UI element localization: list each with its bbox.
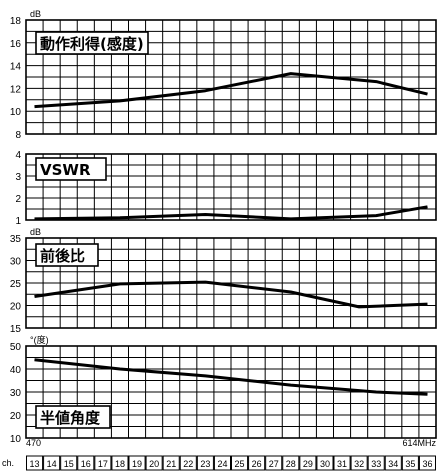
panel-title-box <box>35 243 99 267</box>
frequency-axis: 470 614MHz ch. 13 14 15 16 17 18 19 20 21 22 23 24 2… <box>2 438 436 471</box>
channel-label: 36 <box>422 459 432 469</box>
chart-panel-4: 50 40 30 20 10 °(度) 半値角度 <box>10 334 437 445</box>
y-tick-label: 16 <box>10 39 22 50</box>
panel-title: 動作利得(感度) <box>40 35 144 53</box>
channel-label: 14 <box>47 459 57 469</box>
freq-start-label: 470 <box>26 438 41 448</box>
series-line <box>34 280 428 309</box>
y-tick-label: 2 <box>15 194 21 205</box>
panel-title-box <box>35 31 149 55</box>
channel-box <box>94 455 112 471</box>
channel-label: 18 <box>115 459 125 469</box>
channel-box <box>162 455 180 471</box>
y-tick-label: 20 <box>10 411 22 422</box>
channel-box <box>60 455 78 471</box>
channel-box <box>384 455 402 471</box>
channel-box <box>418 455 436 471</box>
y-tick-label: 25 <box>10 279 22 290</box>
channel-box <box>26 455 44 471</box>
series-line <box>34 205 428 221</box>
channel-label: 32 <box>354 459 364 469</box>
channel-box <box>111 455 129 471</box>
y-tick-label: 10 <box>10 434 22 445</box>
y-tick-label: 14 <box>10 62 22 73</box>
channel-label: 16 <box>81 459 91 469</box>
y-tick-label: 3 <box>15 172 21 183</box>
channel-label: 26 <box>252 459 262 469</box>
channel-box <box>401 455 419 471</box>
y-unit-label: °(度) <box>30 334 49 345</box>
plot-frame <box>25 237 437 329</box>
series-line <box>34 72 428 109</box>
y-tick-label: 8 <box>15 130 21 141</box>
channel-label: 31 <box>337 459 347 469</box>
channel-label: 27 <box>269 459 279 469</box>
y-tick-label: 30 <box>10 388 22 399</box>
channel-box <box>196 455 214 471</box>
panel-title-box <box>35 157 107 181</box>
y-tick-label: 50 <box>10 342 22 353</box>
channel-box <box>231 455 249 471</box>
channel-label: 24 <box>217 459 227 469</box>
channel-label: 22 <box>183 459 193 469</box>
channel-box <box>350 455 368 471</box>
channel-box <box>316 455 334 471</box>
freq-end-label: 614MHz <box>402 438 436 448</box>
channel-box <box>248 455 266 471</box>
channel-label: 29 <box>303 459 313 469</box>
channel-label: 30 <box>320 459 330 469</box>
channel-label: 19 <box>132 459 142 469</box>
y-tick-label: 30 <box>10 257 22 268</box>
channel-label: 13 <box>30 459 40 469</box>
y-tick-label: 20 <box>10 302 22 313</box>
channel-label: 25 <box>235 459 245 469</box>
channel-box <box>299 455 317 471</box>
channel-label: 34 <box>388 459 398 469</box>
y-tick-label: 40 <box>10 365 22 376</box>
channel-label: 23 <box>200 459 210 469</box>
y-tick-label: 1 <box>15 216 21 227</box>
plot-frame <box>25 345 437 439</box>
channel-label: 17 <box>98 459 108 469</box>
panel-title: VSWR <box>40 161 91 179</box>
y-unit-label: dB <box>30 9 41 19</box>
channel-box <box>43 455 61 471</box>
chart-panel-3: 35 30 25 20 15 dB 前後比 <box>10 227 437 335</box>
chart-panel-2: 4 3 2 1 VSWR <box>15 150 437 227</box>
channel-box <box>265 455 283 471</box>
plot-frame <box>25 19 437 135</box>
channel-box <box>213 455 232 471</box>
plot-frame <box>25 153 437 221</box>
channel-box <box>128 455 146 471</box>
channel-label: 15 <box>64 459 74 469</box>
channel-prefix-label: ch. <box>2 458 14 468</box>
y-tick-label: 12 <box>10 84 22 95</box>
y-unit-label: dB <box>30 227 41 237</box>
series-line <box>34 358 428 396</box>
channel-box <box>333 455 351 471</box>
channel-box <box>367 455 385 471</box>
channel-box <box>179 455 197 471</box>
channel-label: 20 <box>149 459 159 469</box>
y-tick-label: 4 <box>15 150 21 161</box>
chart-panel-1: 18 16 14 12 10 8 dB 動作利得(感度) <box>10 9 437 141</box>
channel-label: 28 <box>286 459 296 469</box>
panel-title: 半値角度 <box>40 409 101 427</box>
y-tick-label: 18 <box>10 16 22 27</box>
channel-box <box>77 455 95 471</box>
channel-box <box>145 455 163 471</box>
y-tick-label: 10 <box>10 107 22 118</box>
channel-label: 35 <box>405 459 415 469</box>
panel-title: 前後比 <box>40 247 85 265</box>
channel-box <box>282 455 300 471</box>
y-tick-label: 15 <box>10 324 22 335</box>
channel-label: 21 <box>166 459 176 469</box>
panel-title-box <box>35 405 111 429</box>
channel-label: 33 <box>371 459 381 469</box>
y-tick-label: 35 <box>10 234 22 245</box>
